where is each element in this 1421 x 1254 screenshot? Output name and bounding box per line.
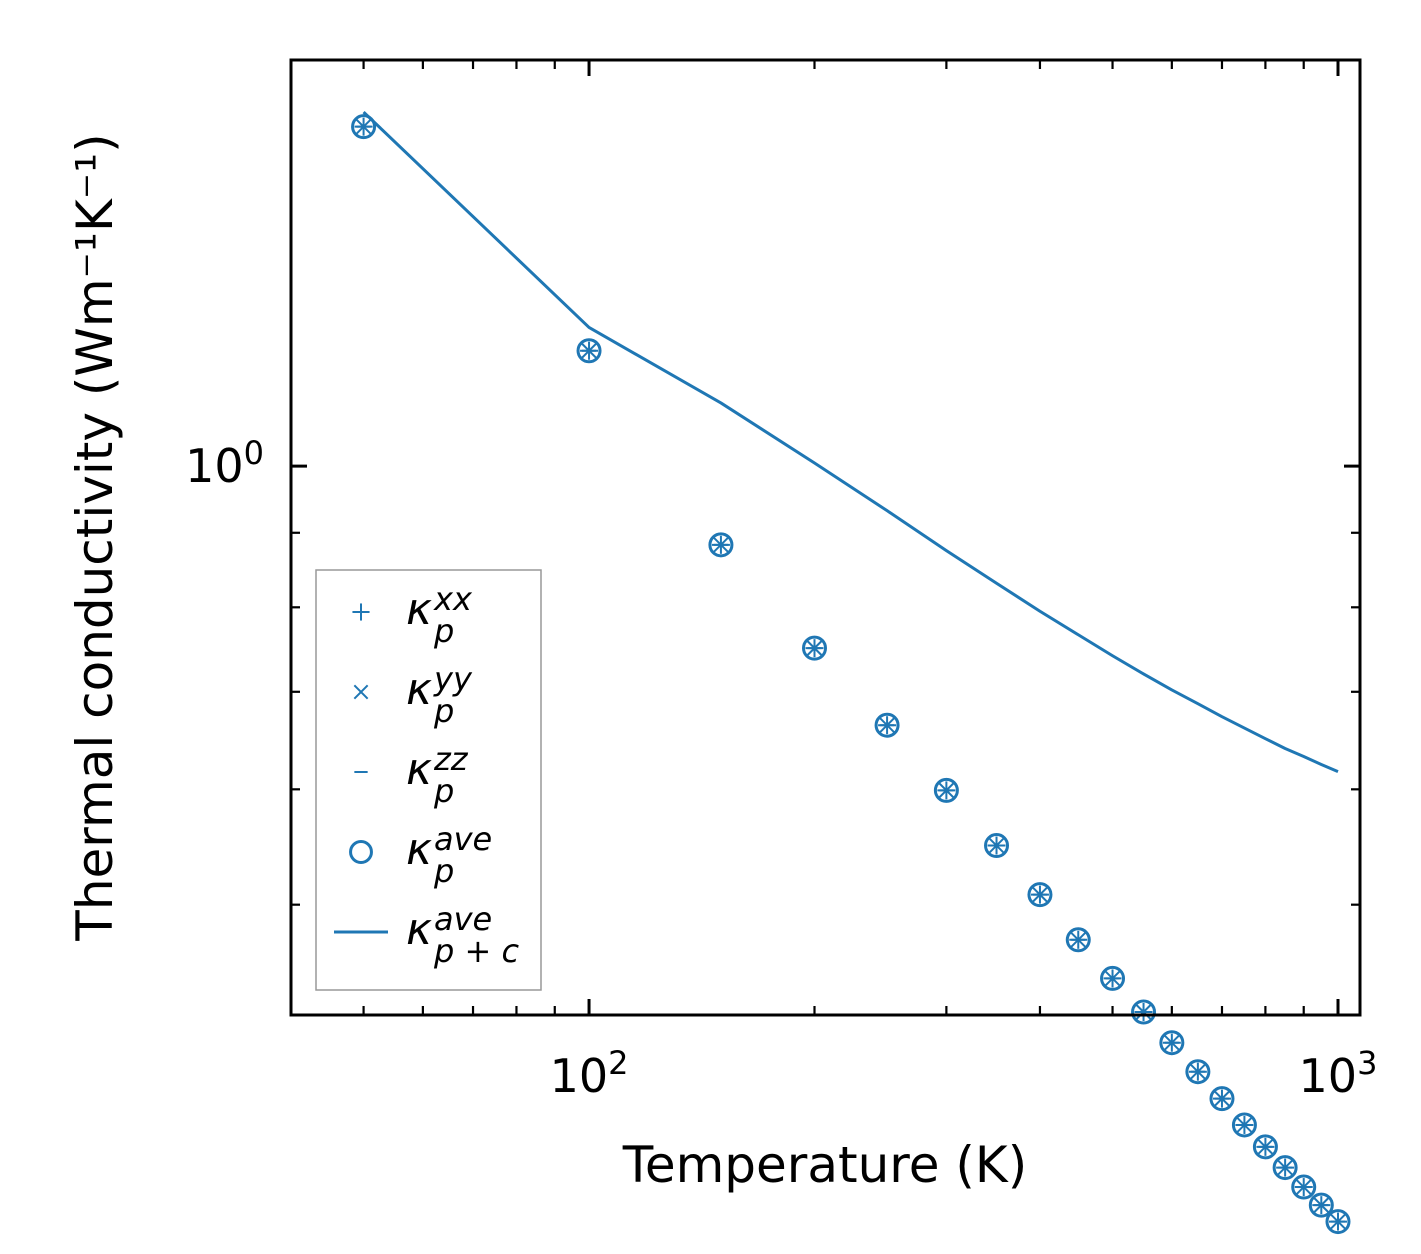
data-point-ave xyxy=(1325,1209,1351,1235)
data-point-ave xyxy=(1065,927,1091,953)
tick-labels: 102 103 100 xyxy=(185,434,1377,1103)
legend-item: κave p xyxy=(349,820,492,890)
legend-label: κxx p xyxy=(406,580,473,650)
legend-symbol xyxy=(353,684,369,700)
data-point-ave xyxy=(1252,1134,1278,1160)
legend-label: κyy p xyxy=(406,660,473,730)
series-ave xyxy=(351,114,1351,1235)
data-point-ave xyxy=(1131,999,1157,1025)
legend-item: κzz p xyxy=(354,740,469,810)
x-axis-label: Temperature (K) xyxy=(622,1136,1027,1194)
legend-symbol xyxy=(349,840,373,864)
x-tick-label: 102 xyxy=(550,1044,629,1103)
legend-item: κyy p xyxy=(353,660,473,730)
series-line-kappa-ave-pc xyxy=(362,110,1339,774)
data-point-ave xyxy=(708,532,734,558)
y-tick-label: 100 xyxy=(185,434,264,493)
data-point-ave xyxy=(801,635,827,661)
data-point-ave xyxy=(933,777,959,803)
legend-symbol-d2 xyxy=(353,684,369,700)
data-point-ave xyxy=(1231,1112,1257,1138)
data-point-ave xyxy=(1027,882,1053,908)
data-point-ave xyxy=(1159,1030,1185,1056)
data-point-ave xyxy=(1272,1155,1298,1181)
axes-frame xyxy=(289,58,1362,1017)
legend-item: κxx p xyxy=(352,580,473,650)
data-point-ave xyxy=(351,114,377,140)
data-point-ave xyxy=(576,338,602,364)
data-point-ave xyxy=(1308,1192,1334,1218)
data-point-ave xyxy=(874,712,900,738)
legend-label: κave p xyxy=(406,820,492,890)
y-axis-label: Thermal conductivity (Wm⁻¹K⁻¹) xyxy=(66,133,124,941)
series-zz xyxy=(356,125,1345,1223)
x-tick-label: 103 xyxy=(1299,1044,1378,1103)
data-point-ave xyxy=(1209,1086,1235,1112)
data-point-ave xyxy=(1185,1059,1211,1085)
data-point-ave xyxy=(984,833,1010,859)
legend-label: κave p + c xyxy=(406,900,519,970)
legend-item: κave p + c xyxy=(334,900,519,970)
plot-area xyxy=(351,110,1351,1235)
legend-symbol xyxy=(352,603,370,621)
legend-label: κzz p xyxy=(406,740,469,810)
data-point-ave xyxy=(1100,965,1126,991)
legend-frame xyxy=(315,569,542,991)
legend: κxx p κyy p κzz p κave p κave p + c xyxy=(315,569,542,991)
data-point-ave xyxy=(1291,1174,1317,1200)
